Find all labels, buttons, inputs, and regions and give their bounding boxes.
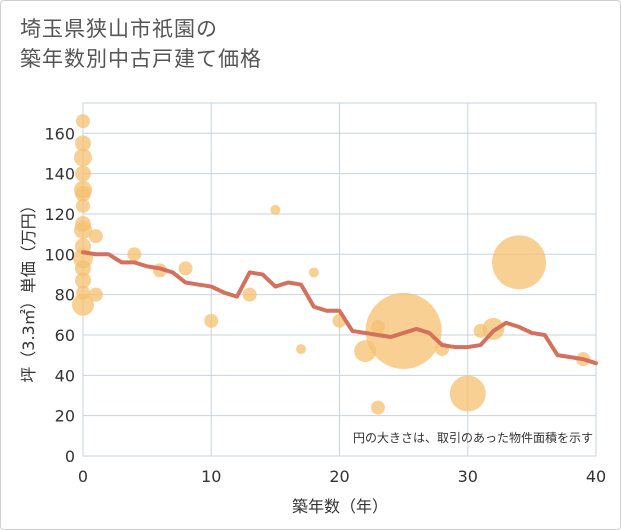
bubble-point (74, 148, 92, 167)
bubble-point (76, 114, 90, 129)
y-tick-label: 140 (44, 165, 75, 184)
bubble-point (75, 272, 91, 289)
bubble-point (308, 267, 319, 278)
bubble-point (449, 375, 486, 412)
y-tick-label: 160 (44, 124, 75, 143)
bubble-point (370, 400, 385, 415)
bubble-series (72, 114, 591, 415)
y-axis-label: 坪（3.3㎡）単価（万円） (19, 197, 38, 382)
size-note: 円の大きさは、取引のあった物件面積を示す (353, 430, 593, 445)
x-tick-label: 20 (329, 467, 349, 486)
bubble-point (72, 293, 94, 316)
bubble-point (492, 235, 547, 290)
grid-lines (82, 102, 597, 457)
trend-series (81, 250, 598, 366)
bubble-point (242, 287, 257, 302)
y-tick-label: 100 (44, 245, 75, 264)
bubble-point (270, 204, 281, 215)
x-tick-label: 40 (586, 467, 606, 486)
bubble-point (88, 287, 103, 302)
y-tick-label: 20 (55, 407, 75, 426)
bubble-point (88, 229, 103, 244)
bubble-point (296, 344, 307, 355)
tick-labels: 0 10 20 30 40 0 20 40 60 80 100 120 140 160 (44, 124, 606, 486)
x-tick-label: 10 (201, 467, 221, 486)
chart-title-line1: 埼玉県狭山市祇園の (20, 17, 218, 41)
bubble-point (76, 198, 90, 213)
x-tick-label: 0 (78, 467, 88, 486)
y-tick-label: 0 (65, 447, 75, 466)
y-tick-label: 120 (44, 205, 75, 224)
trend-line (81, 250, 598, 366)
y-tick-label: 80 (55, 286, 75, 305)
y-tick-label: 60 (55, 326, 75, 345)
bubble-point (75, 185, 91, 202)
y-tick-label: 40 (55, 366, 75, 385)
bubble-point (75, 165, 91, 182)
bubble-point (178, 261, 193, 276)
bubble-point (74, 221, 92, 240)
x-tick-label: 30 (458, 467, 478, 486)
chart-title: 埼玉県狭山市祇園の 築年数別中古戸建て価格 (20, 14, 262, 74)
bubble-point (75, 135, 91, 152)
x-axis-label: 築年数（年） (292, 497, 388, 516)
bubble-point (204, 313, 219, 328)
bubble-point (75, 260, 91, 277)
bubble-point (127, 247, 142, 262)
chart-title-line2: 築年数別中古戸建て価格 (20, 47, 262, 71)
